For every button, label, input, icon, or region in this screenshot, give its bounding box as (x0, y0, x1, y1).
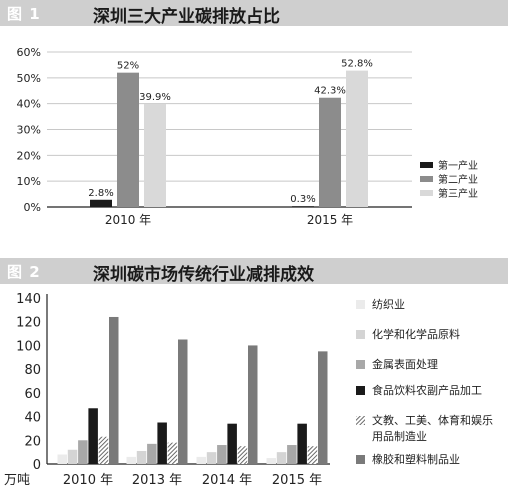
bar (217, 445, 227, 464)
bar (227, 423, 237, 464)
figure-2-chart: 0 20 40 60 80 100 120 140 万吨 2010 年 2013 年 2014 年 20… (4, 292, 493, 488)
bar (178, 339, 188, 464)
data-label: 2.8% (88, 188, 113, 199)
x-tick-label: 2015 年 (272, 473, 322, 488)
legend-label: 第三产业 (438, 187, 478, 200)
y-tick-label: 20 (24, 434, 41, 449)
data-label: 42.3% (314, 86, 346, 97)
bar (67, 449, 78, 464)
y-tick-label: 100 (16, 339, 41, 354)
figure-1-chart: 0% 10% 20% 30% 40% 50% 60% 2.8% 52% 39.9% 2010 年 0.… (17, 46, 478, 227)
bar (144, 103, 166, 207)
legend-label: 第二产业 (438, 173, 478, 186)
figure-1-title: 深圳三大产业碳排放占比 (93, 7, 280, 27)
bar (109, 316, 119, 464)
x-tick-label: 2013 年 (132, 473, 182, 488)
y-tick-label: 40 (24, 411, 41, 426)
bar (136, 450, 147, 464)
bar (237, 446, 248, 464)
bar (126, 456, 136, 464)
figure-1: 图 1 深圳三大产业碳排放占比 0% 10% 20% 30% 40% 50% 60% 2.8%… (0, 0, 508, 232)
y-tick-label: 10% (17, 175, 41, 188)
data-label: 39.9% (139, 92, 171, 103)
bar (276, 452, 287, 464)
y-tick-label: 60% (17, 46, 41, 59)
legend-swatch (356, 300, 365, 309)
y-tick-label: 120 (16, 316, 41, 331)
x-tick-label: 2010 年 (105, 213, 151, 227)
figure-1-title-bar: 图 1 深圳三大产业碳排放占比 (0, 0, 508, 27)
bar (90, 199, 112, 207)
bar (78, 440, 88, 464)
y-tick-label: 30% (17, 124, 41, 137)
legend-swatch (356, 360, 365, 369)
legend-label: 文教、工美、体育和娱乐 (372, 413, 493, 427)
y-unit-label: 万吨 (4, 473, 30, 488)
y-tick-label: 60 (24, 387, 41, 402)
bar (57, 454, 67, 464)
y-tick-label: 20% (17, 149, 41, 162)
legend-swatch (356, 330, 365, 339)
legend-swatch (356, 455, 365, 464)
legend-swatch (420, 190, 433, 196)
bar (167, 442, 178, 464)
legend-swatch (420, 176, 433, 182)
legend-label: 金属表面处理 (372, 357, 438, 371)
y-tick-label: 40% (17, 98, 41, 111)
bar (147, 443, 157, 464)
bar (117, 72, 139, 208)
figure-2-title: 深圳碳市场传统行业减排成效 (93, 265, 314, 285)
bar (307, 446, 318, 464)
figure-1-number: 图 1 (7, 5, 41, 23)
bar (292, 206, 314, 207)
legend-label: 第一产业 (438, 159, 478, 172)
figure-2-title-bar: 图 2 深圳碳市场传统行业减排成效 (0, 258, 508, 285)
legend-label: 用品制造业 (372, 429, 427, 443)
y-tick-label: 0 (33, 458, 41, 473)
data-label: 0.3% (290, 194, 315, 205)
bar (318, 351, 328, 464)
legend-label: 食品饮料农副产品加工 (372, 383, 482, 397)
y-tick-label: 140 (16, 292, 41, 307)
bar (297, 423, 307, 464)
y-tick-label: 0% (24, 201, 41, 214)
legend-swatch (356, 416, 365, 425)
figure-2: 图 2 深圳碳市场传统行业减排成效 0 20 40 60 80 100 120 140 万吨 20… (0, 258, 508, 489)
legend-label: 化学和化学品原料 (372, 327, 460, 341)
legend-swatch (356, 386, 365, 395)
legend-label: 纺织业 (372, 297, 405, 311)
bar (346, 70, 368, 207)
x-tick-label: 2010 年 (63, 473, 113, 488)
bar (248, 345, 258, 464)
bar (88, 408, 98, 464)
legend-swatch (420, 162, 433, 168)
data-label: 52% (117, 61, 139, 72)
bar (157, 422, 167, 464)
bar (98, 436, 109, 464)
legend-label: 橡胶和塑料制品业 (372, 452, 460, 466)
bar (266, 458, 276, 464)
x-tick-label: 2014 年 (202, 473, 252, 488)
y-tick-label: 80 (24, 363, 41, 378)
bar (287, 445, 297, 464)
figure-2-number: 图 2 (7, 263, 41, 281)
y-tick-label: 50% (17, 72, 41, 85)
data-label: 52.8% (341, 59, 373, 70)
x-tick-label: 2015 年 (307, 213, 353, 227)
bar (206, 452, 217, 464)
bar (319, 97, 341, 207)
bar (196, 456, 206, 464)
